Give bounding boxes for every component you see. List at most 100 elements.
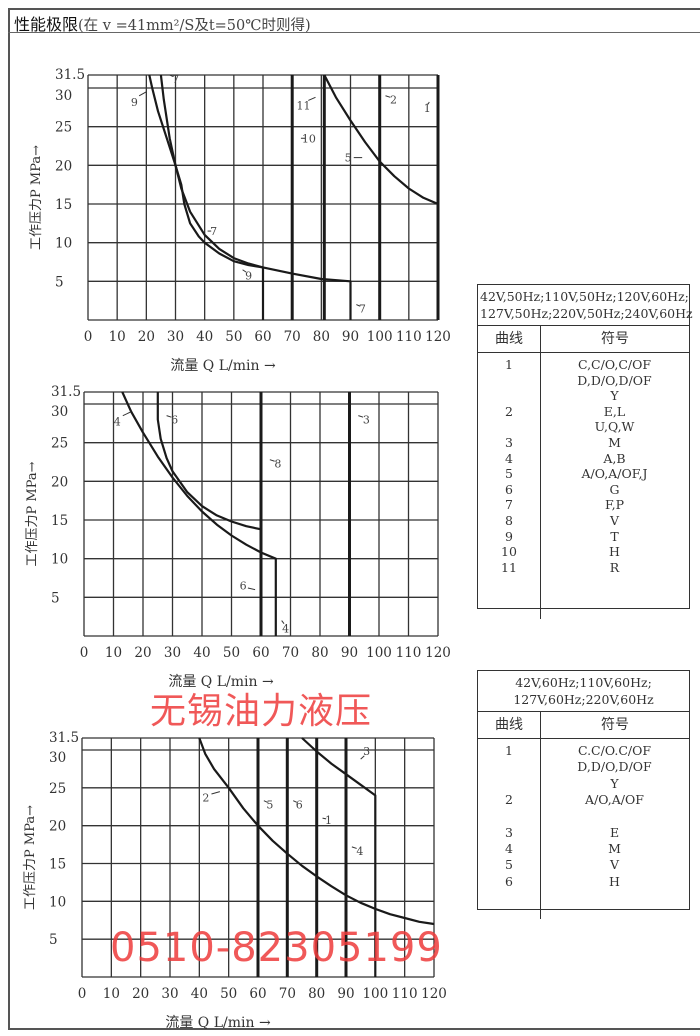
curve-label: 5 [266, 799, 273, 812]
curve-number: 1 [505, 743, 513, 758]
x-tick-label: 100 [367, 329, 393, 345]
symbol-text: A/O,A/OF [585, 792, 644, 808]
table-row: 1 C.C/O.C/OF D,D/O,D/OF Y [478, 743, 689, 792]
symbol-cell: G [540, 482, 689, 498]
x-tick-label: 10 [103, 986, 120, 1002]
curve-label: 7 [172, 73, 179, 86]
symbol-text: A/O,A/OF,J [581, 466, 648, 482]
curve-label-leader [360, 755, 365, 760]
y-tick-label: 25 [51, 436, 68, 452]
symbol-cell: R [540, 560, 689, 576]
symbol-text: E [609, 824, 620, 840]
symbol-cell: M [540, 841, 689, 857]
x-tick-label: 40 [196, 329, 213, 345]
x-tick-label: 0 [80, 645, 89, 661]
performance-chart-3: 0 10 20 30 40 50 60 70 80 90 100 110 120510152025303… [23, 730, 447, 1031]
curve-label: 6 [296, 799, 303, 812]
curve-2 [198, 737, 435, 926]
curve-number: 3 [505, 434, 513, 450]
y-tick-label: 5 [55, 274, 64, 290]
x-tick-label: 40 [193, 645, 210, 661]
curve-number: 9 [505, 528, 513, 544]
symbol-cell: F,P [540, 497, 689, 513]
symbol-cell: A/O,A/OF [540, 792, 689, 808]
y-tick-label: 20 [55, 158, 72, 174]
column-divider [540, 739, 541, 919]
table-row: 2 E,L U,Q,W [478, 404, 689, 435]
symbol-text: M [608, 434, 621, 450]
y-tick-label: 5 [51, 590, 60, 606]
y-tick-label: 25 [49, 781, 66, 797]
curve-label-leader [169, 74, 174, 78]
curve-number: 4 [505, 840, 513, 856]
curve-label-leader [322, 817, 327, 820]
y-axis-label: 工作压力P MPa→ [25, 461, 40, 566]
symbol-text: U,Q,W [594, 419, 635, 435]
curve-label: 8 [274, 458, 281, 471]
curve-label-leader [138, 91, 147, 97]
symbol-text: C,C/O,C/OF [577, 357, 652, 372]
curve-number: 5 [505, 857, 513, 873]
curve-label: 6 [171, 414, 178, 427]
x-tick-label: 60 [254, 329, 271, 345]
symbol-text: G [609, 481, 620, 497]
curve-number: 8 [505, 512, 513, 528]
curve-label: 11 [297, 99, 311, 112]
symbol-cell: E [540, 825, 689, 841]
curve-label: 7 [210, 225, 217, 238]
x-axis-label: 流量 Q L/min → [168, 674, 274, 690]
header-divider [8, 32, 700, 33]
symbol-cell: A,B [540, 451, 689, 467]
col-symbol: 符号 [601, 331, 629, 347]
page-frame-left [8, 8, 10, 1030]
curve-3 [301, 737, 377, 977]
symbol-cell: C.C/O.C/OF D,D/O,D/OF Y [540, 743, 689, 792]
symbol-text: V [609, 857, 620, 873]
x-tick-label: 90 [342, 329, 359, 345]
y-axis-label: 工作压力P MPa→ [29, 145, 44, 250]
page-frame-top [8, 8, 700, 10]
x-tick-label: 60 [249, 986, 266, 1002]
curve-label: 10 [302, 132, 316, 145]
x-tick-label: 90 [341, 645, 358, 661]
table-body: 1 C,C/O,C/OF D,D/O,D/OF Y 2 E,L U,Q,W 3 M 4 A,B 5 A/… [478, 353, 689, 619]
y-tick-label: 10 [51, 552, 68, 568]
x-tick-label: 100 [362, 986, 388, 1002]
performance-chart-1: 0 10 20 30 40 50 60 70 80 90 100 110 120510152025303… [29, 67, 451, 374]
curve-label: 4 [114, 416, 121, 429]
y-tick-label: 30 [51, 404, 68, 420]
curve-table-2: 42V,60Hz;110V,60Hz; 127V,60Hz;220V,60Hz … [477, 670, 690, 919]
curve-label: 9 [131, 96, 138, 109]
col-curve: 曲线 [478, 712, 541, 738]
symbol-text: T [610, 528, 619, 544]
symbol-cell: V [540, 857, 689, 873]
curve-number: 1 [505, 357, 513, 372]
performance-chart-2: 0 10 20 30 40 50 60 70 80 90 100 110 120 5 10 15 20 25 30 3… [25, 384, 451, 690]
y-tick-label: 15 [55, 197, 72, 213]
col-symbol: 符号 [601, 717, 629, 733]
symbol-text: V [609, 512, 620, 528]
curve-label: 6 [240, 580, 247, 593]
x-tick-label: 110 [392, 986, 418, 1002]
x-tick-label: 80 [308, 986, 325, 1002]
curve-label: 1 [424, 102, 431, 115]
curve-5 [323, 74, 439, 206]
symbol-cell: V [540, 513, 689, 529]
x-tick-label: 120 [421, 986, 447, 1002]
column-divider [540, 353, 541, 619]
curve-label-leader [263, 800, 268, 803]
curve-number: 2 [505, 792, 513, 808]
x-axis-label: 流量 Q L/min → [165, 1015, 271, 1031]
curve-number: 11 [501, 559, 517, 575]
x-tick-label: 120 [425, 329, 451, 345]
voltage-condition: 42V,50Hz;110V,50Hz;120V,60Hz; 127V,50Hz;… [478, 285, 693, 326]
title-main: 性能极限 [14, 15, 79, 34]
symbol-cell: H [540, 544, 689, 560]
curve-number: 10 [501, 544, 517, 560]
curve-9 [148, 74, 265, 320]
x-tick-label: 20 [134, 645, 151, 661]
